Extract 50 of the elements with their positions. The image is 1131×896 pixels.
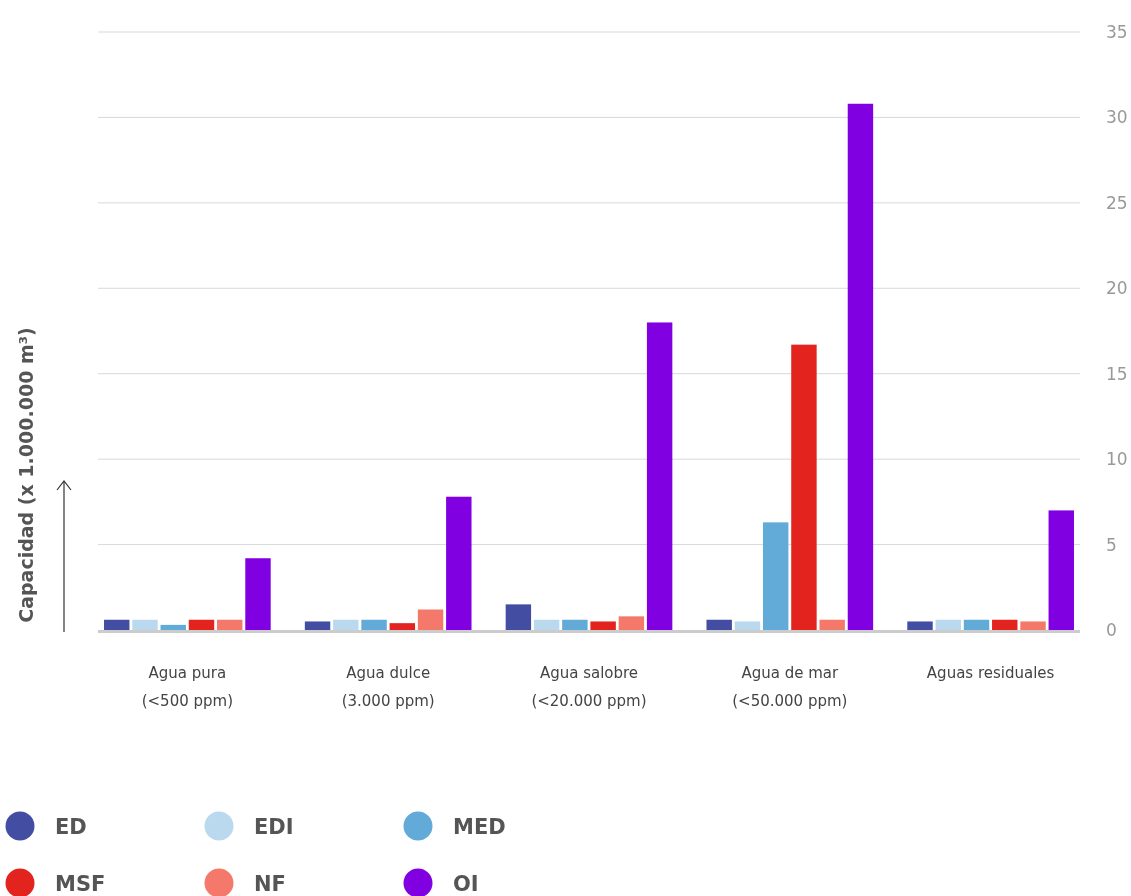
- bar: [1048, 510, 1074, 630]
- x-tick-label: Aguas residuales: [926, 664, 1055, 682]
- bar: [104, 619, 130, 630]
- bar: [217, 619, 243, 630]
- bar: [734, 621, 761, 630]
- bar: [188, 619, 215, 630]
- bar: [505, 604, 532, 630]
- y-tick-label: 25: [1106, 192, 1128, 213]
- y-tick-label: 5: [1106, 534, 1117, 555]
- x-tick-label: Agua dulce (3.000 ppm): [341, 664, 435, 710]
- bar: [333, 619, 359, 630]
- bar: [992, 619, 1018, 630]
- bar: [819, 619, 845, 630]
- bar: [935, 619, 961, 630]
- x-tick-label: Agua pura (<500 ppm): [141, 664, 234, 710]
- bar: [907, 621, 933, 630]
- y-axis-title: Capacidad (x 1.000.000 m³): [15, 327, 37, 623]
- y-tick-label: 30: [1106, 107, 1128, 128]
- bar: [417, 609, 444, 630]
- bar: [562, 619, 588, 630]
- bar: [618, 616, 645, 630]
- x-tick-label: Agua salobre (<20.000 ppm): [531, 664, 647, 710]
- bar: [847, 103, 874, 630]
- bar: [160, 624, 186, 630]
- bar: [646, 322, 673, 630]
- x-tick-label: Agua de mar (<50.000 ppm): [732, 664, 848, 710]
- bar: [963, 619, 990, 630]
- bar: [533, 619, 560, 630]
- bar: [590, 621, 616, 630]
- bar: [245, 558, 271, 630]
- legend-label: MSF: [55, 872, 106, 896]
- y-tick-label: 10: [1106, 449, 1128, 470]
- y-tick-label: 20: [1106, 278, 1128, 299]
- y-tick-label: 15: [1106, 363, 1128, 384]
- bar: [132, 619, 158, 630]
- y-tick-label: 0: [1106, 619, 1117, 640]
- bar: [304, 621, 331, 630]
- y-tick-label: 35: [1106, 21, 1128, 42]
- bar: [762, 522, 789, 630]
- legend-label: MED: [453, 815, 506, 839]
- bar: [389, 623, 416, 630]
- legend-label: NF: [254, 872, 286, 896]
- legend-label: OI: [453, 872, 479, 896]
- bar: [1020, 621, 1046, 630]
- legend-label: ED: [55, 815, 87, 839]
- bar: [791, 344, 817, 630]
- legend-label: EDI: [254, 815, 294, 839]
- bar: [361, 619, 387, 630]
- bar: [706, 619, 732, 630]
- bar: [446, 496, 472, 630]
